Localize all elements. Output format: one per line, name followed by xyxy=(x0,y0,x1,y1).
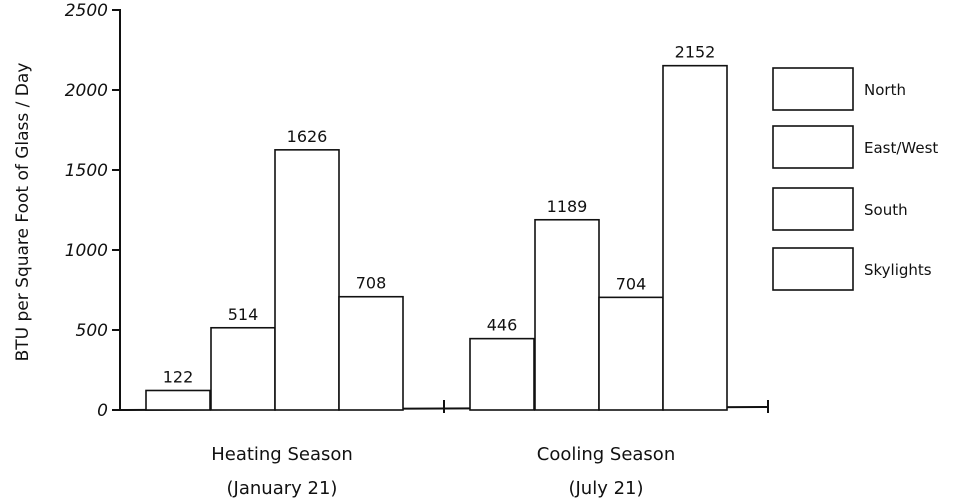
bar-north xyxy=(145,389,211,411)
bar-north xyxy=(469,337,535,411)
legend-label: East/West xyxy=(864,139,938,157)
y-tick-label: 0 xyxy=(97,401,108,421)
legend-label: North xyxy=(864,81,906,99)
legend-label: South xyxy=(864,201,908,219)
bars xyxy=(145,64,728,411)
bar-south xyxy=(598,296,664,411)
legend-swatch xyxy=(772,187,854,231)
y-tick-label: 2500 xyxy=(65,1,108,21)
bar-skylights xyxy=(338,295,404,411)
bar-value-label: 704 xyxy=(616,274,647,293)
category-label-line1: Cooling Season xyxy=(537,444,675,465)
bar-value-label: 514 xyxy=(228,305,259,324)
y-axis-title: BTU per Square Foot of Glass / Day xyxy=(13,63,33,362)
data-labels: 122 446 514 1189 1626 704 708 2152 xyxy=(163,43,716,387)
y-tick-label: 1500 xyxy=(65,161,108,181)
y-tick-label: 2000 xyxy=(65,81,108,101)
bar-value-label: 446 xyxy=(487,316,518,335)
legend-swatch xyxy=(772,247,854,291)
category-label-line2: (January 21) xyxy=(227,478,338,499)
bar-value-label: 708 xyxy=(356,274,387,293)
legend-label: Skylights xyxy=(864,261,932,279)
category-labels: Heating Season (January 21) Cooling Season… xyxy=(211,444,675,499)
y-axis-ticks: 0 500 1000 1500 2000 2500 xyxy=(65,1,120,421)
category-label-line2: (July 21) xyxy=(568,478,643,499)
legend: North East/West South Skylights xyxy=(772,67,938,291)
bar-east-west xyxy=(210,326,276,411)
legend-swatch xyxy=(772,67,854,111)
category-label-line1: Heating Season xyxy=(211,444,353,465)
bar-value-label: 1189 xyxy=(547,197,588,216)
bar-south xyxy=(274,149,340,411)
bar-skylights xyxy=(662,64,728,411)
y-tick-label: 1000 xyxy=(65,241,108,261)
legend-swatch xyxy=(772,125,854,169)
bar-value-label: 1626 xyxy=(287,127,328,146)
bar-value-label: 2152 xyxy=(675,43,716,62)
bar-value-label: 122 xyxy=(163,367,194,386)
bar-east-west xyxy=(534,218,600,411)
y-tick-label: 500 xyxy=(76,321,108,341)
